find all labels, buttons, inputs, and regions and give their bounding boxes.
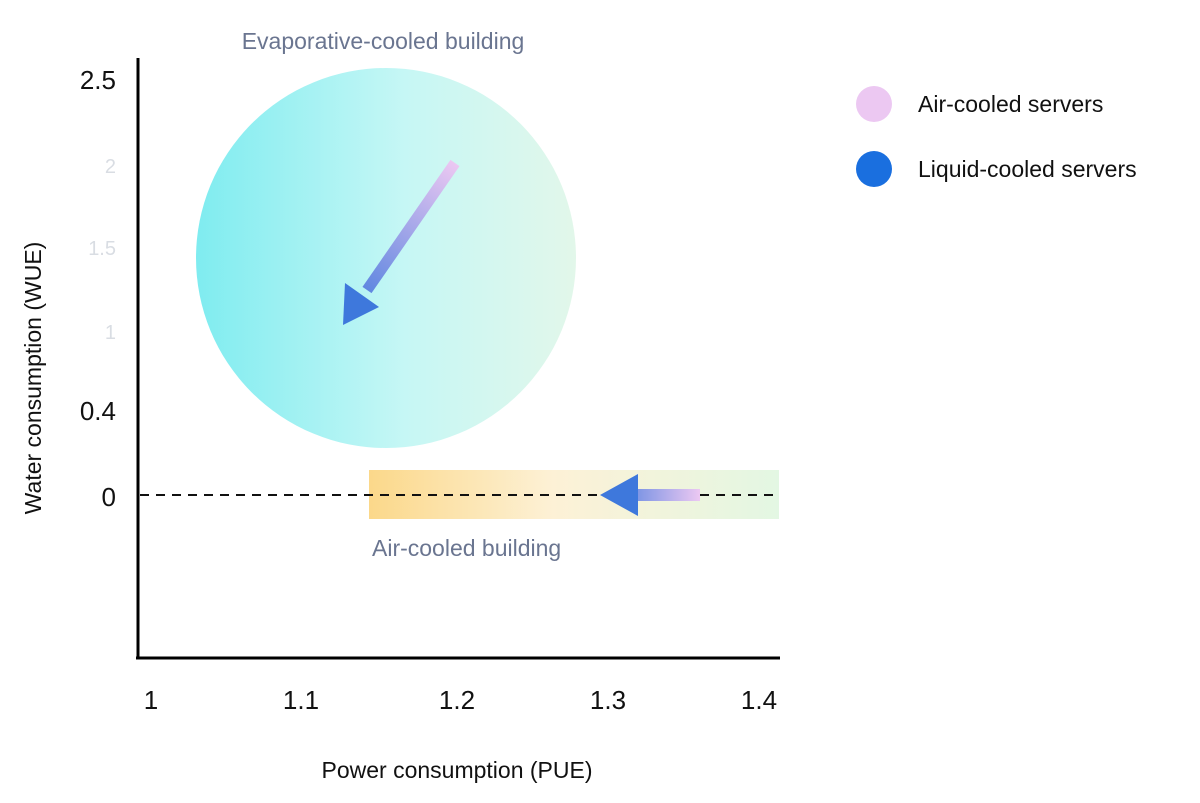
- evaporative-region-label: Evaporative-cooled building: [242, 28, 525, 54]
- x-axis-title: Power consumption (PUE): [322, 757, 593, 783]
- legend-label: Liquid-cooled servers: [918, 155, 1137, 182]
- y-tick-label: 2: [105, 156, 116, 178]
- y-tick-label: 0.4: [80, 396, 116, 426]
- legend-item-liquid-cooled-servers: Liquid-cooled servers: [856, 149, 1137, 189]
- y-tick-labels: 2.5 2 1.5 1 0.4 0: [80, 65, 116, 512]
- y-axis-title: Water consumption (WUE): [20, 242, 46, 515]
- x-tick-label: 1.3: [590, 685, 626, 715]
- x-tick-label: 1: [144, 685, 158, 715]
- y-tick-label: 0: [102, 482, 116, 512]
- evaporative-shift-arrow: [343, 159, 460, 325]
- y-tick-label: 2.5: [80, 65, 116, 95]
- legend-label: Air-cooled servers: [918, 90, 1104, 117]
- air-cooled-region-label: Air-cooled building: [372, 535, 561, 561]
- legend-swatch: [856, 86, 892, 122]
- y-tick-label: 1: [105, 322, 116, 344]
- x-tick-label: 1.4: [741, 685, 777, 715]
- legend-item-air-cooled-servers: Air-cooled servers: [856, 84, 1137, 124]
- legend: Air-cooled servers Liquid-cooled servers: [856, 84, 1137, 214]
- y-tick-label: 1.5: [88, 238, 116, 260]
- legend-swatch: [856, 151, 892, 187]
- x-tick-label: 1.2: [439, 685, 475, 715]
- x-tick-labels: 1 1.1 1.2 1.3 1.4: [144, 685, 777, 715]
- x-tick-label: 1.1: [283, 685, 319, 715]
- air-cooled-shift-arrow: [600, 474, 700, 516]
